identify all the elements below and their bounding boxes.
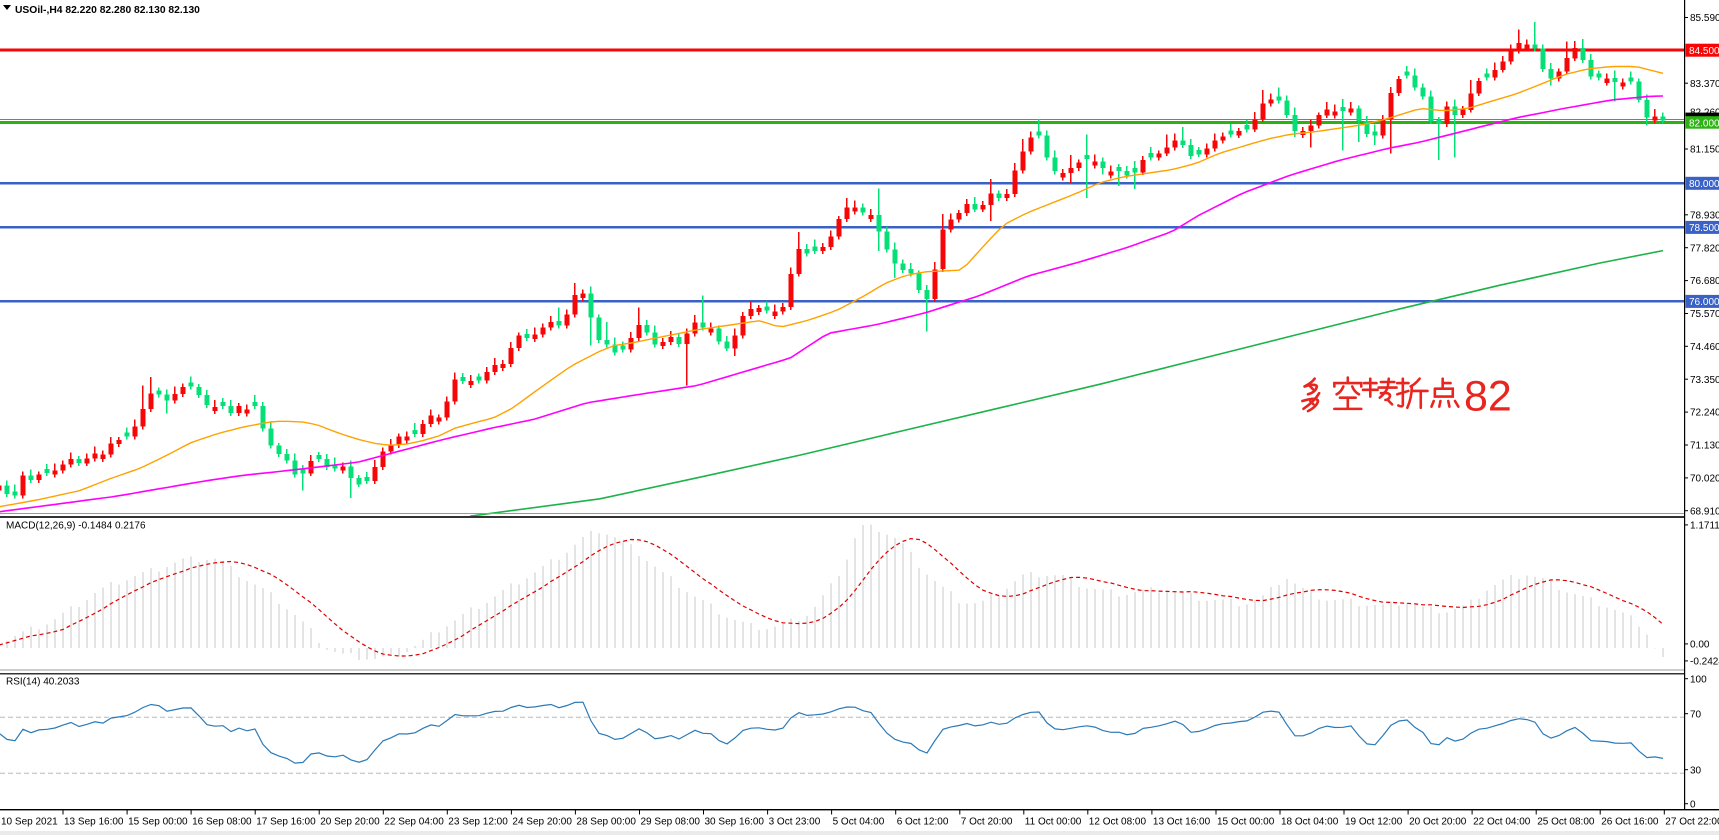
svg-text:20 Sep 20:00: 20 Sep 20:00: [320, 817, 380, 828]
svg-text:30 Sep 16:00: 30 Sep 16:00: [705, 817, 765, 828]
svg-text:27 Oct 22:00: 27 Oct 22:00: [1665, 817, 1719, 828]
svg-text:3 Oct 23:00: 3 Oct 23:00: [769, 817, 821, 828]
svg-text:26 Oct 16:00: 26 Oct 16:00: [1601, 817, 1659, 828]
svg-text:78.930: 78.930: [1690, 210, 1719, 221]
svg-text:73.350: 73.350: [1690, 375, 1719, 386]
svg-text:15 Sep 00:00: 15 Sep 00:00: [128, 817, 188, 828]
svg-text:75.570: 75.570: [1690, 309, 1719, 320]
svg-text:30: 30: [1690, 765, 1702, 776]
svg-text:82: 82: [1464, 373, 1512, 421]
svg-text:82.000: 82.000: [1689, 118, 1719, 129]
svg-text:17 Sep 16:00: 17 Sep 16:00: [256, 817, 316, 828]
svg-text:10 Sep 2021: 10 Sep 2021: [1, 817, 58, 828]
svg-text:13 Oct 16:00: 13 Oct 16:00: [1153, 817, 1211, 828]
svg-text:80.000: 80.000: [1689, 179, 1719, 190]
svg-text:19 Oct 12:00: 19 Oct 12:00: [1345, 817, 1403, 828]
svg-text:25 Oct 08:00: 25 Oct 08:00: [1537, 817, 1595, 828]
svg-text:78.500: 78.500: [1689, 223, 1719, 234]
svg-text:16 Sep 08:00: 16 Sep 08:00: [192, 817, 252, 828]
svg-text:MACD(12,26,9) -0.1484 0.2176: MACD(12,26,9) -0.1484 0.2176: [6, 521, 146, 532]
svg-text:5 Oct 04:00: 5 Oct 04:00: [833, 817, 885, 828]
svg-text:22 Oct 04:00: 22 Oct 04:00: [1473, 817, 1531, 828]
svg-text:20 Oct 20:00: 20 Oct 20:00: [1409, 817, 1467, 828]
svg-text:85.590: 85.590: [1690, 13, 1719, 24]
svg-text:18 Oct 04:00: 18 Oct 04:00: [1281, 817, 1339, 828]
svg-text:83.370: 83.370: [1690, 79, 1719, 90]
svg-text:1.1711: 1.1711: [1690, 521, 1719, 532]
svg-text:70.020: 70.020: [1690, 474, 1719, 485]
svg-text:68.910: 68.910: [1690, 506, 1719, 517]
svg-text:71.130: 71.130: [1690, 441, 1719, 452]
svg-text:84.500: 84.500: [1689, 46, 1719, 57]
svg-text:28 Sep 00:00: 28 Sep 00:00: [576, 817, 636, 828]
svg-text:-0.2424: -0.2424: [1690, 657, 1719, 668]
svg-text:72.240: 72.240: [1690, 408, 1719, 419]
svg-text:81.150: 81.150: [1690, 145, 1719, 156]
svg-text:0: 0: [1690, 799, 1696, 810]
svg-text:13 Sep 16:00: 13 Sep 16:00: [64, 817, 124, 828]
svg-text:12 Oct 08:00: 12 Oct 08:00: [1089, 817, 1147, 828]
svg-text:11 Oct 00:00: 11 Oct 00:00: [1025, 817, 1082, 828]
svg-text:USOil-,H4 82.220 82.280 82.13: USOil-,H4 82.220 82.280 82.130 82.130: [15, 5, 200, 16]
svg-text:76.680: 76.680: [1690, 276, 1719, 287]
svg-text:76.000: 76.000: [1689, 297, 1719, 308]
svg-text:24 Sep 20:00: 24 Sep 20:00: [512, 817, 572, 828]
svg-text:100: 100: [1690, 674, 1707, 685]
svg-text:74.460: 74.460: [1690, 342, 1719, 353]
svg-text:77.820: 77.820: [1690, 243, 1719, 254]
svg-text:0.00: 0.00: [1690, 640, 1710, 651]
svg-text:15 Oct 00:00: 15 Oct 00:00: [1217, 817, 1275, 828]
svg-text:22 Sep 04:00: 22 Sep 04:00: [384, 817, 444, 828]
svg-text:70: 70: [1690, 709, 1702, 720]
svg-text:RSI(14) 40.2033: RSI(14) 40.2033: [6, 677, 80, 688]
svg-text:29 Sep 08:00: 29 Sep 08:00: [641, 817, 701, 828]
svg-text:23 Sep 12:00: 23 Sep 12:00: [448, 817, 508, 828]
svg-text:6 Oct 12:00: 6 Oct 12:00: [897, 817, 949, 828]
svg-text:7 Oct 20:00: 7 Oct 20:00: [961, 817, 1013, 828]
